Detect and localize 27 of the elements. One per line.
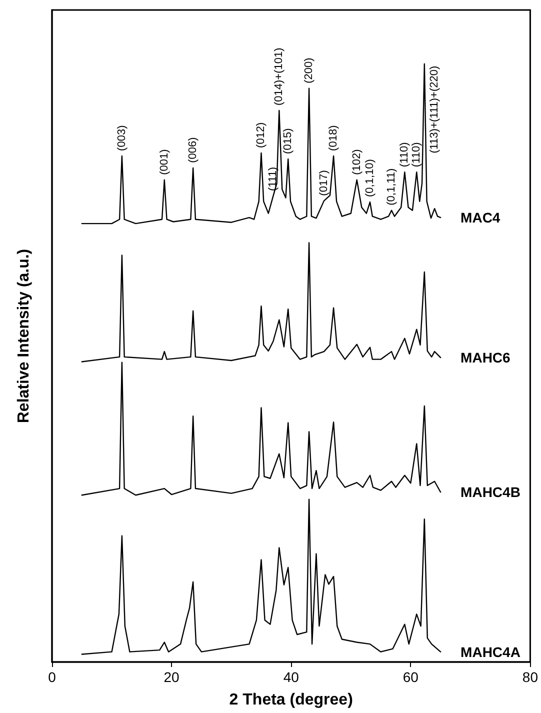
series-label: MAHC4A (460, 644, 520, 660)
x-tick-label: 40 (283, 669, 300, 685)
series-label: MAHC4B (460, 484, 520, 500)
x-axis-title: 2 Theta (degree) (229, 692, 353, 708)
y-axis-title: Relative Intensity (a.u.) (16, 248, 32, 424)
annotation: (003) (116, 125, 128, 151)
annotation: (017) (318, 170, 330, 196)
annotation: (018) (328, 125, 340, 151)
series-label: MAHC6 (460, 350, 511, 366)
annotation: (110) (410, 142, 423, 168)
annotation: (111) (267, 166, 280, 192)
annotation: (200) (303, 58, 316, 84)
annotation: (110) (398, 142, 411, 168)
annotation: (0,1,10) (364, 159, 376, 198)
x-tick-label: 20 (164, 669, 180, 685)
annotation: (001) (158, 149, 170, 175)
annotation: (006) (187, 137, 200, 163)
x-tick-label: 0 (48, 669, 56, 685)
annotation: (102) (350, 149, 363, 175)
annotation: (113)+(111)+(220) (428, 66, 440, 154)
annotation: (014)+(101) (273, 48, 286, 106)
annotation: (015) (282, 128, 294, 154)
series-label: MAC4 (460, 210, 500, 226)
annotation: (0,1,11) (386, 168, 398, 206)
annotation: (012) (255, 122, 268, 148)
x-tick-label: 80 (522, 669, 538, 685)
x-tick-label: 60 (402, 669, 419, 685)
